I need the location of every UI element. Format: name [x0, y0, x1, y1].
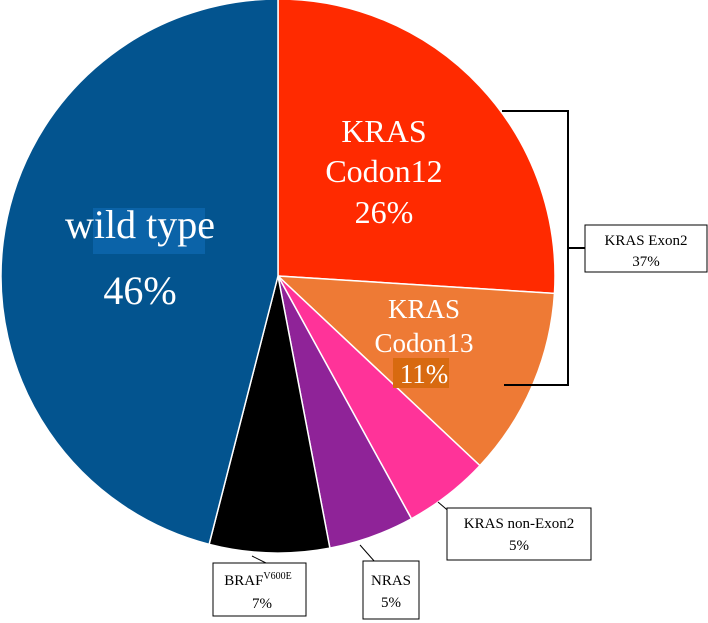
- braf-callout-box: [212, 562, 307, 617]
- kras-non-exon2-callout-box: [446, 507, 592, 561]
- kras-exon2-callout-box: [584, 224, 708, 273]
- pie-slice-kras-codon12: [277, 0, 556, 295]
- nras-callout-box: [362, 560, 420, 620]
- kras-codon12-percent: 26%: [355, 194, 414, 230]
- kras-exon2-callout-percent: 37%: [632, 254, 660, 270]
- nras-callout-percent: 5%: [381, 595, 401, 611]
- kras-non-exon2-callout-label: KRAS non-Exon2: [464, 516, 574, 532]
- wild-type-label: wild type: [65, 202, 215, 247]
- kras-codon13-label-line1: KRAS: [388, 294, 460, 324]
- kras-non-exon2-callout-percent: 5%: [509, 538, 529, 554]
- nras-leader: [359, 544, 376, 563]
- braf-callout-label: BRAFV600E: [224, 571, 292, 589]
- braf-callout-main: BRAF: [224, 573, 263, 589]
- pie-slice-braf: [208, 275, 331, 554]
- nras-callout-label: NRAS: [371, 573, 411, 589]
- kras-codon13-label-line2: Codon13: [374, 328, 473, 358]
- kras-codon12-label-line2: Codon12: [325, 153, 442, 189]
- kras-codon13-percent: 11%: [400, 359, 449, 389]
- wild-type-label-highlight: [93, 208, 205, 254]
- pie-slice-wild-type: [0, 0, 279, 546]
- kras-codon12-label-line1: KRAS: [341, 113, 426, 149]
- braf-callout-percent: 7%: [252, 596, 272, 612]
- wild-type-percent: 46%: [103, 268, 176, 313]
- kras-exon2-callout-label: KRAS Exon2: [605, 233, 688, 249]
- braf-callout-superscript: V600E: [263, 571, 291, 582]
- codon13-percent-highlight: [393, 358, 449, 388]
- pie-slices: [0, 0, 556, 554]
